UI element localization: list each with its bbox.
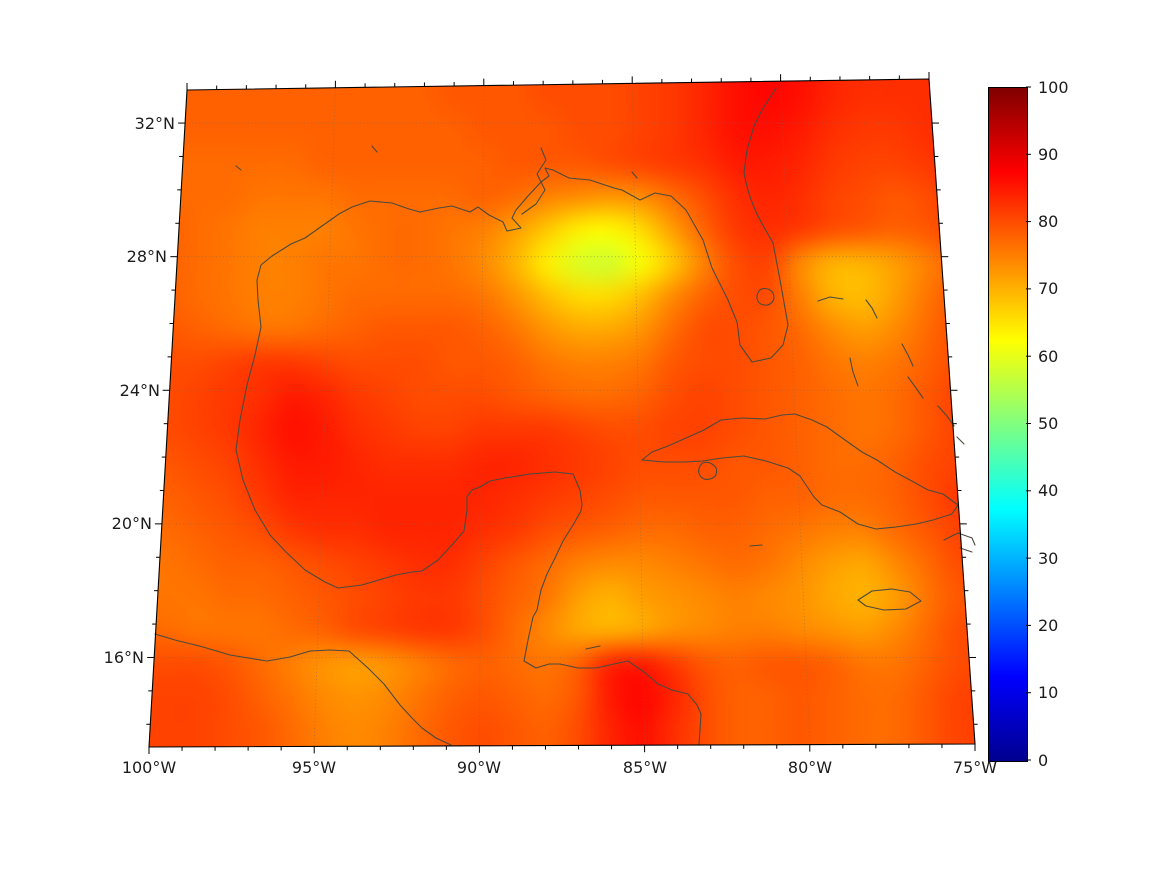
lat-tick-label: 28°N [127, 247, 167, 266]
colorbar-tick-label: 40 [1038, 481, 1058, 500]
lat-tick-label: 24°N [120, 381, 160, 400]
lon-tick-label: 95°W [292, 758, 336, 777]
colorbar [988, 87, 1028, 762]
lat-tick-label: 32°N [135, 114, 175, 133]
colorbar-tick-label: 30 [1038, 549, 1058, 568]
colorbar-tick-label: 10 [1038, 683, 1058, 702]
lon-tick-label: 90°W [457, 758, 501, 777]
colorbar-tick-label: 20 [1038, 616, 1058, 635]
lon-tick-label: 85°W [623, 758, 667, 777]
colorbar-tick-label: 60 [1038, 347, 1058, 366]
lat-tick-label: 20°N [112, 514, 152, 533]
colorbar-tick-label: 90 [1038, 145, 1058, 164]
colorbar-tick-label: 50 [1038, 414, 1058, 433]
colorbar-tick-label: 70 [1038, 279, 1058, 298]
colorbar-tick-label: 80 [1038, 212, 1058, 231]
colorbar-labels: 100 90 80 70 60 50 40 30 20 10 0 [1038, 78, 1069, 770]
colorbar-tick-label: 100 [1038, 78, 1069, 97]
heatmap-canvas [149, 79, 975, 747]
lon-tick-label: 80°W [788, 758, 832, 777]
lat-tick-label: 16°N [104, 648, 144, 667]
colorbar-tick-label: 0 [1038, 751, 1048, 770]
lon-tick-label: 100°W [122, 758, 177, 777]
